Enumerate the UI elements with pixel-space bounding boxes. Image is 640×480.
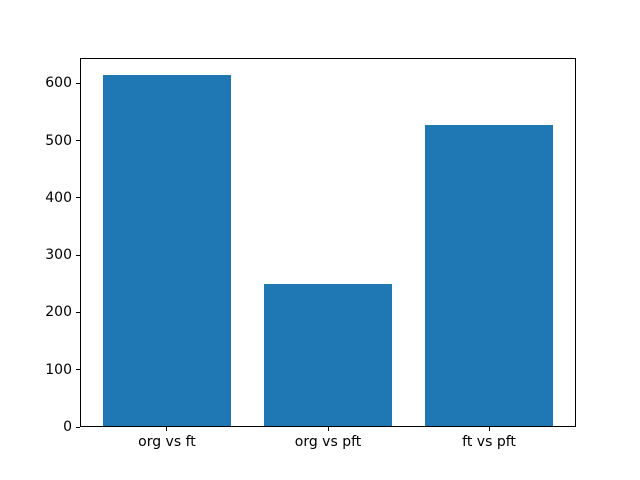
y-tick-mark	[76, 426, 80, 428]
bar-org-vs-ft	[102, 74, 232, 426]
x-tick-mark	[327, 427, 329, 431]
y-tick-mark	[76, 254, 80, 256]
y-tick-mark	[76, 369, 80, 371]
y-tick-label: 200	[45, 304, 72, 321]
y-tick-mark	[76, 82, 80, 84]
y-tick-label: 600	[45, 75, 72, 92]
y-tick-mark	[76, 197, 80, 199]
y-tick-label: 300	[45, 247, 72, 264]
y-tick-mark	[76, 140, 80, 141]
y-tick-label: 0	[63, 419, 72, 435]
x-tick-label: ft vs pft	[462, 434, 516, 450]
bar-org-vs-pft	[263, 284, 393, 426]
y-tick-label: 500	[45, 132, 72, 149]
x-tick-mark	[488, 427, 490, 431]
bar-ft-vs-pft	[424, 125, 554, 426]
y-tick-label: 400	[45, 189, 72, 206]
y-tick-label: 100	[45, 361, 72, 378]
x-tick-mark	[166, 427, 168, 431]
plot-area	[80, 58, 576, 427]
x-tick-label: org vs pft	[294, 434, 362, 450]
y-tick-mark	[76, 311, 80, 313]
x-tick-label: org vs ft	[138, 434, 196, 450]
